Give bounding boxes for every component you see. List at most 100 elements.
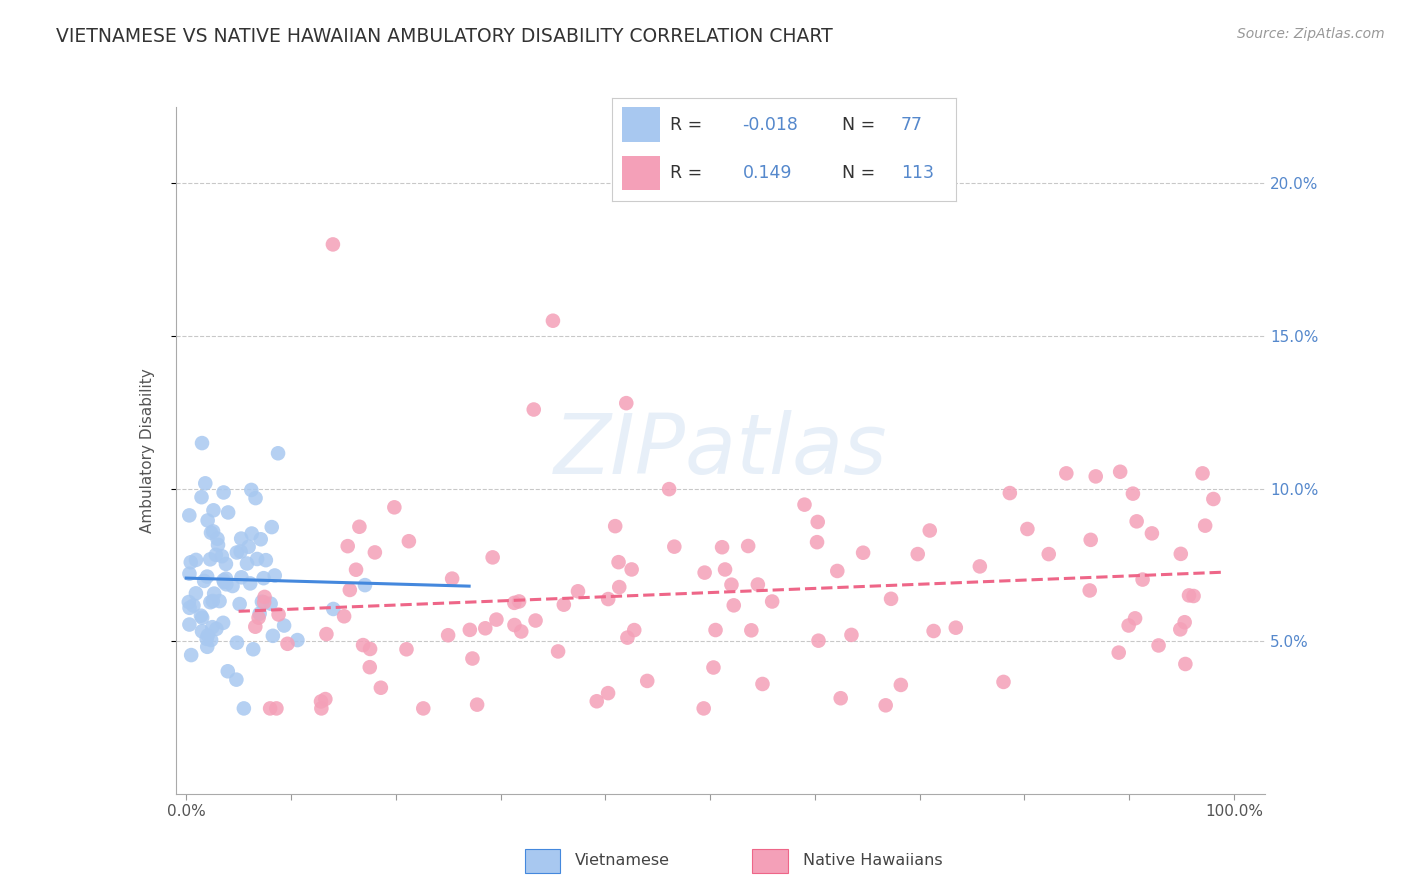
Point — [195, 640, 218, 654]
Point — [1194, 518, 1216, 533]
Point — [993, 674, 1015, 689]
Point — [740, 624, 762, 638]
Point — [212, 485, 235, 500]
Point — [598, 592, 620, 607]
Point — [183, 599, 205, 613]
Point — [232, 701, 254, 715]
Point — [704, 623, 727, 637]
Point — [723, 599, 745, 613]
Point — [1182, 589, 1205, 603]
Point — [236, 557, 259, 571]
Point — [918, 524, 941, 538]
Point — [201, 620, 224, 634]
Point — [240, 483, 263, 497]
Point — [249, 607, 271, 621]
Point — [226, 635, 249, 649]
Point — [605, 519, 627, 533]
Point — [217, 665, 239, 679]
Point — [229, 544, 252, 558]
Point — [177, 595, 200, 609]
Point — [200, 595, 222, 609]
Point — [474, 621, 496, 635]
Point — [322, 602, 344, 616]
Point — [254, 553, 277, 567]
Point — [336, 539, 359, 553]
Point — [245, 491, 267, 505]
Point — [333, 609, 356, 624]
Point — [208, 594, 231, 608]
Point — [607, 555, 630, 569]
Point — [616, 631, 638, 645]
Point — [212, 575, 235, 590]
Point — [1123, 611, 1146, 625]
Point — [202, 524, 225, 539]
Point — [1170, 547, 1192, 561]
Point — [830, 691, 852, 706]
Point — [179, 617, 201, 632]
Point — [1118, 618, 1140, 632]
Point — [179, 508, 201, 523]
Point — [231, 570, 253, 584]
Point — [761, 594, 783, 608]
Point — [195, 632, 218, 646]
Point — [922, 624, 945, 638]
Point — [179, 566, 201, 581]
Point — [890, 678, 912, 692]
Point — [245, 620, 267, 634]
Point — [260, 520, 283, 534]
Point — [398, 534, 420, 549]
Text: VIETNAMESE VS NATIVE HAWAIIAN AMBULATORY DISABILITY CORRELATION CHART: VIETNAMESE VS NATIVE HAWAIIAN AMBULATORY… — [56, 27, 832, 45]
Point — [1078, 583, 1101, 598]
Point — [215, 577, 238, 591]
Point — [458, 623, 481, 637]
Point — [197, 628, 219, 642]
Point — [339, 582, 361, 597]
Point — [461, 651, 484, 665]
Point — [249, 533, 271, 547]
Point — [567, 584, 589, 599]
Point — [1054, 467, 1077, 481]
Point — [1017, 522, 1039, 536]
Point — [907, 547, 929, 561]
FancyBboxPatch shape — [621, 155, 659, 190]
Point — [193, 574, 215, 588]
Point — [212, 615, 235, 630]
Point — [807, 515, 830, 529]
Point — [585, 694, 607, 708]
Point — [720, 577, 742, 591]
Point — [253, 590, 276, 604]
Point — [247, 610, 270, 624]
Point — [880, 591, 903, 606]
Point — [239, 576, 262, 591]
Point — [211, 549, 233, 564]
Point — [228, 597, 250, 611]
Point — [259, 597, 281, 611]
Point — [359, 660, 381, 674]
Point — [945, 621, 967, 635]
Text: Vietnamese: Vietnamese — [575, 854, 671, 868]
Point — [664, 540, 686, 554]
Point — [503, 618, 526, 632]
Text: R =: R = — [671, 164, 703, 182]
Text: -0.018: -0.018 — [742, 116, 799, 134]
Point — [205, 548, 228, 562]
Point — [395, 642, 418, 657]
Point — [841, 628, 863, 642]
Point — [315, 627, 337, 641]
Text: N =: N = — [842, 116, 876, 134]
Point — [547, 644, 569, 658]
Point — [636, 673, 658, 688]
Point — [441, 572, 464, 586]
Point — [1174, 657, 1197, 671]
Point — [747, 577, 769, 591]
Point — [352, 638, 374, 652]
Point — [309, 694, 332, 708]
Point — [998, 486, 1021, 500]
Point — [191, 624, 214, 639]
Point — [180, 648, 202, 662]
Point — [314, 692, 336, 706]
Point — [200, 525, 222, 540]
Point — [614, 396, 637, 410]
Point — [253, 595, 276, 609]
Point — [1122, 486, 1144, 500]
